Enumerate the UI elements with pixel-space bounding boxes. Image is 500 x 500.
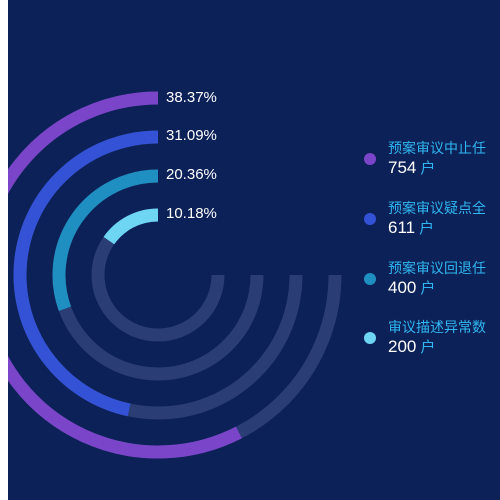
legend-unit-1: 户 [420, 160, 436, 177]
legend-value-number-1: 754 [388, 158, 417, 177]
ring-bar-1[interactable] [8, 91, 242, 459]
percent-label-3: 20.36% [166, 166, 217, 183]
chart-panel: 38.37% 31.09% 20.36% 10.18% 预案审议中止任 754 户… [8, 0, 500, 500]
radial-bar-chart [8, 91, 342, 459]
legend-name-4: 审议描述异常数 [388, 319, 486, 335]
ring-bar-4[interactable] [103, 208, 159, 245]
percent-label-2: 31.09% [166, 127, 217, 144]
legend-value-number-3: 400 [388, 278, 417, 297]
legend-dot-4 [364, 332, 376, 344]
legend-dot-3 [364, 273, 376, 285]
legend-value-1: 754 户 [388, 158, 435, 179]
legend-unit-3: 户 [420, 280, 436, 297]
legend-name-1: 预案审议中止任 [388, 140, 486, 156]
legend-value-number-4: 200 [388, 337, 417, 356]
legend-value-3: 400 户 [388, 278, 435, 299]
legend-dot-2 [364, 213, 376, 225]
legend-value-4: 200 户 [388, 337, 435, 358]
percent-label-4: 10.18% [166, 205, 217, 222]
legend-unit-4: 户 [420, 339, 436, 356]
legend-dot-1 [364, 153, 376, 165]
percent-label-1: 38.37% [166, 89, 217, 106]
ring-bar-2[interactable] [13, 130, 159, 417]
legend-name-2: 预案审议疑点全 [388, 200, 486, 216]
legend-name-3: 预案审议回退任 [388, 260, 486, 276]
legend-value-2: 611 户 [388, 218, 434, 239]
legend-value-number-2: 611 [388, 218, 416, 237]
legend-unit-2: 户 [419, 220, 435, 237]
ring-bar-3[interactable] [52, 169, 159, 311]
